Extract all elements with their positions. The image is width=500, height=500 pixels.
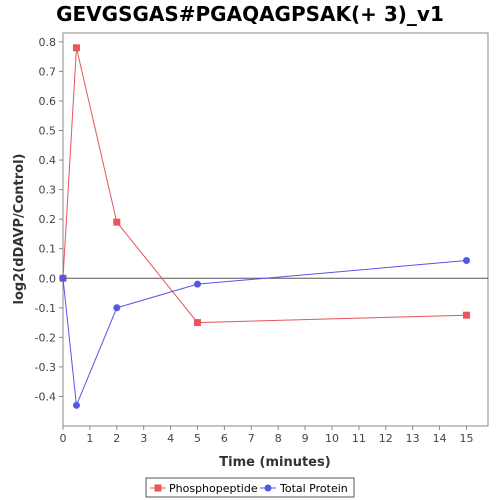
ticks-layer: 0 1 2 3 4 5 6 7 8 9 10 11 12 13 14 15-0.4-0.3-0.2-0.10.… bbox=[35, 36, 474, 445]
y-tick-label: 0.0 bbox=[39, 272, 57, 285]
y-tick-label: 0.4 bbox=[39, 154, 57, 167]
x-tick-label: 4 bbox=[167, 432, 174, 445]
x-tick-label: 12 bbox=[379, 432, 393, 445]
series-2 bbox=[59, 257, 470, 409]
y-tick-label: -0.4 bbox=[35, 390, 56, 403]
plot-area bbox=[62, 32, 489, 427]
legend-swatch-marker bbox=[264, 484, 272, 492]
x-tick-label: 13 bbox=[406, 432, 420, 445]
y-tick-label: 0.2 bbox=[39, 213, 57, 226]
data-point bbox=[113, 304, 121, 312]
data-point bbox=[462, 257, 470, 265]
y-tick-label: 0.6 bbox=[39, 95, 57, 108]
x-tick-label: 3 bbox=[140, 432, 147, 445]
x-tick-label: 15 bbox=[459, 432, 473, 445]
data-point bbox=[113, 218, 121, 226]
y-tick-label: -0.2 bbox=[35, 331, 56, 344]
legend-box bbox=[145, 477, 355, 498]
x-tick-label: 7 bbox=[248, 432, 255, 445]
x-tick-label: 2 bbox=[113, 432, 120, 445]
data-point bbox=[462, 311, 470, 319]
series-layer bbox=[59, 44, 470, 409]
x-tick-label: 10 bbox=[325, 432, 339, 445]
x-tick-label: 1 bbox=[86, 432, 93, 445]
legend-label: Total Protein bbox=[279, 482, 348, 495]
data-point bbox=[193, 280, 201, 288]
x-tick-label: 11 bbox=[352, 432, 366, 445]
x-tick-label: 14 bbox=[433, 432, 447, 445]
y-tick-label: 0.8 bbox=[39, 36, 57, 49]
y-axis-label: log2(dDAVP/Control) bbox=[12, 154, 27, 305]
x-axis-label: Time (minutes) bbox=[219, 455, 330, 470]
chart-title: GEVGSGAS#PGAQAGPSAK(+ 3)_v1 bbox=[56, 2, 444, 26]
y-tick-label: 0.7 bbox=[39, 65, 57, 78]
data-point bbox=[72, 401, 80, 409]
x-tick-label: 0 bbox=[60, 432, 67, 445]
x-tick-label: 5 bbox=[194, 432, 201, 445]
y-tick-label: -0.1 bbox=[35, 302, 56, 315]
legend: Phosphopeptide Total Protein bbox=[145, 477, 355, 498]
y-tick-label: 0.5 bbox=[39, 125, 57, 138]
x-tick-label: 8 bbox=[275, 432, 282, 445]
data-point bbox=[193, 319, 201, 327]
legend-swatch-marker bbox=[154, 484, 162, 492]
legend-label: Phosphopeptide bbox=[169, 482, 258, 495]
x-tick-label: 6 bbox=[221, 432, 228, 445]
data-point bbox=[59, 274, 67, 282]
y-tick-label: -0.3 bbox=[35, 361, 56, 374]
data-point bbox=[72, 44, 80, 52]
y-tick-label: 0.1 bbox=[39, 243, 57, 256]
x-tick-label: 9 bbox=[302, 432, 309, 445]
y-tick-label: 0.3 bbox=[39, 184, 57, 197]
